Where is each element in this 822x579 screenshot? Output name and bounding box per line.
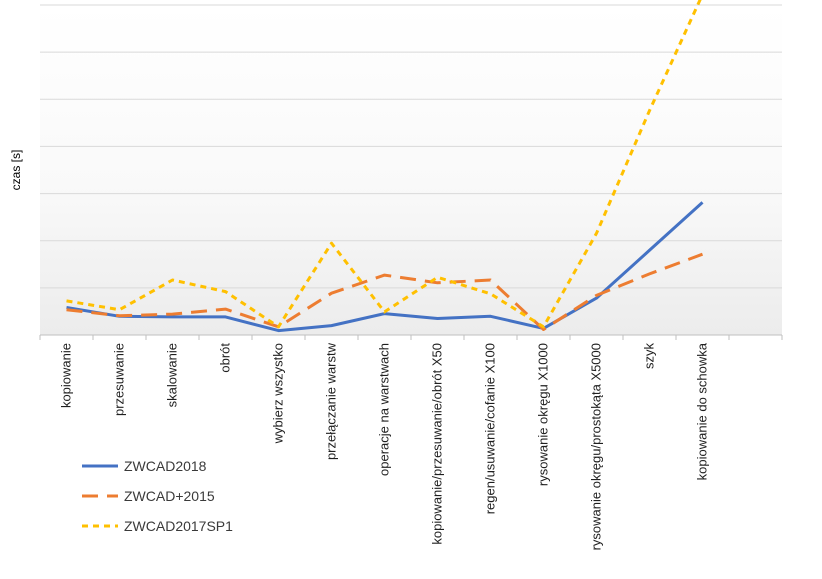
x-tick-label: kopiowanie do schowka [695, 342, 710, 480]
x-tick-label: szyk [642, 343, 657, 370]
series-line-zwcad2017sp1 [66, 0, 702, 329]
x-tick-label: operacje na warstwach [377, 343, 392, 476]
x-tick-label: kopiowanie/przesuwanie/obrót X50 [430, 343, 445, 545]
legend: ZWCAD2018 ZWCAD+2015 ZWCAD2017SP1 [82, 458, 233, 534]
series-line-zwcad2018 [66, 201, 704, 333]
series-line-zwcad-2015 [66, 252, 704, 331]
x-tick-label: skalowanie [165, 343, 180, 407]
x-tick-label: obrót [218, 343, 233, 373]
x-tick-label: rysowanie okręgu X1000 [536, 343, 551, 486]
x-tick-label: przesuwanie [112, 343, 127, 416]
series-lines [66, 0, 704, 333]
x-tick-label: wybierz wszystko [271, 343, 286, 444]
legend-label: ZWCAD2018 [124, 458, 207, 474]
legend-label: ZWCAD2017SP1 [124, 518, 233, 534]
x-tick-labels: kopiowanie przesuwanie skalowanie obrót wybi… [59, 342, 710, 550]
x-tick-label: kopiowanie [59, 343, 74, 408]
plot-area-background [40, 5, 782, 335]
x-axis [39, 334, 783, 340]
x-tick-label: przełączanie warstw [324, 342, 339, 460]
y-axis-title: czas [s] [9, 150, 23, 191]
x-tick-label: regen/usuwanie/cofanie X100 [483, 343, 498, 514]
x-tick-label: rysowanie okręgu/prostokąta X5000 [589, 343, 604, 550]
legend-label: ZWCAD+2015 [124, 488, 215, 504]
gridlines [40, 4, 782, 289]
